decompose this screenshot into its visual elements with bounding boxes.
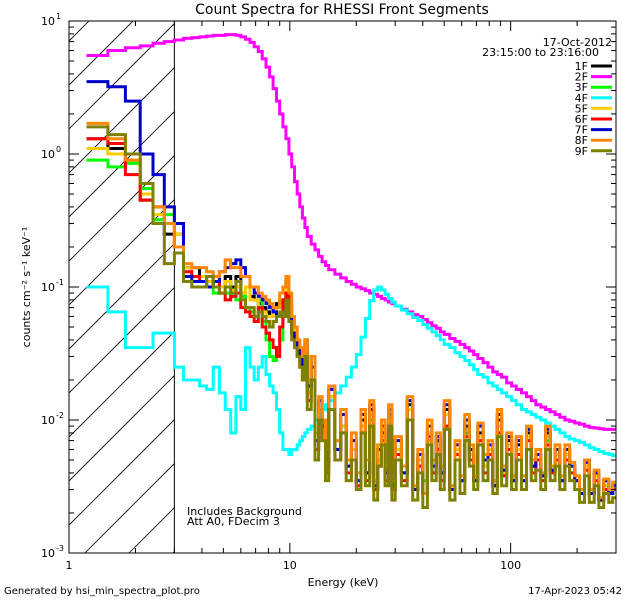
y-tick-exponent: 1 xyxy=(56,12,61,21)
series-line-9F xyxy=(86,125,616,509)
legend-label-1F: 1F xyxy=(575,60,588,73)
legend-label-9F: 9F xyxy=(575,145,588,158)
hatch-line xyxy=(69,21,134,86)
series-line-8F xyxy=(86,121,616,500)
y-tick-label: 10 xyxy=(41,414,55,427)
series-line-2F xyxy=(86,33,616,431)
footer-timestamp: 17-Apr-2023 05:42 xyxy=(528,586,622,597)
y-tick-label: 10 xyxy=(41,15,55,28)
y-tick-exponent: 0 xyxy=(56,145,61,154)
hatch-line xyxy=(0,0,69,553)
annotation-line-1: Includes Background xyxy=(187,505,302,518)
series-layer xyxy=(86,33,616,509)
hatch-line xyxy=(69,111,175,218)
date-label: 17-Oct-2012 xyxy=(543,36,612,49)
y-axis-label: counts cm⁻² s⁻¹ keV⁻¹ xyxy=(20,227,33,348)
x-tick-label: 1 xyxy=(66,559,73,572)
y-tick-label: 10 xyxy=(41,547,55,560)
y-tick-label: 10 xyxy=(41,281,55,294)
annotation-line-2: Att A0, FDecim 3 xyxy=(187,515,280,528)
series-line-4F xyxy=(86,285,616,458)
y-tick-label: 10 xyxy=(41,148,55,161)
hatch-line xyxy=(69,419,175,526)
legend-label-8F: 8F xyxy=(575,134,588,147)
hatch-line xyxy=(613,0,640,553)
footer-generated-by: Generated by hsi_min_spectra_plot.pro xyxy=(4,586,200,597)
chart-title: Count Spectra for RHESSI Front Segments xyxy=(195,2,489,18)
legend-label-3F: 3F xyxy=(575,81,588,94)
hatch-line xyxy=(69,375,175,482)
hatch-line xyxy=(69,331,175,438)
x-tick-label: 100 xyxy=(500,559,521,572)
x-axis-label: Energy (keV) xyxy=(308,576,379,589)
hatch-line xyxy=(69,155,175,262)
y-tick-exponent: -2 xyxy=(56,411,64,420)
legend-label-7F: 7F xyxy=(575,124,588,137)
y-tick-exponent: -3 xyxy=(56,544,64,553)
time-range-label: 23:15:00 to 23:16:00 xyxy=(482,46,599,59)
hatch-line xyxy=(69,199,175,306)
legend-label-6F: 6F xyxy=(575,113,588,126)
y-tick-exponent: -1 xyxy=(56,278,64,287)
legend-label-4F: 4F xyxy=(575,92,588,105)
legend-label-5F: 5F xyxy=(575,102,588,115)
hatch-line xyxy=(69,23,175,130)
x-tick-label: 10 xyxy=(283,559,297,572)
legend-label-2F: 2F xyxy=(575,71,588,84)
